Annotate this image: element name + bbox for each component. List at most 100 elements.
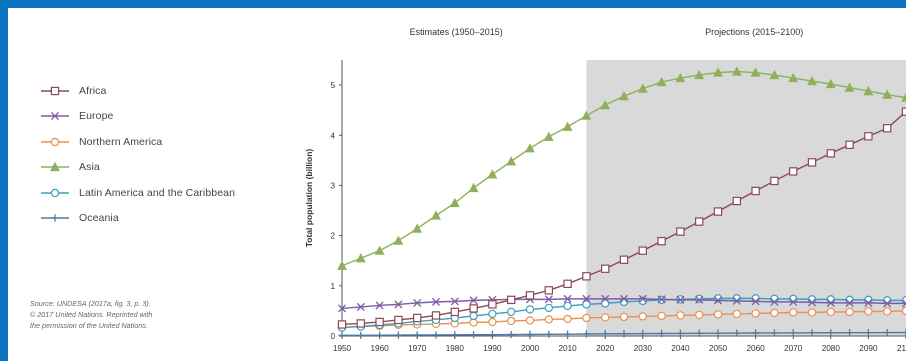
data-point-asia <box>863 85 874 96</box>
data-point-europe <box>807 298 817 307</box>
data-point-europe <box>582 294 591 303</box>
data-point-latin-america-and-the-caribbean <box>488 309 497 319</box>
data-point-asia <box>769 69 780 80</box>
data-point-oceania <box>733 329 741 337</box>
data-point-europe <box>356 302 365 311</box>
data-point-asia <box>600 99 611 110</box>
data-point-latin-america-and-the-caribbean <box>507 307 516 317</box>
data-point-oceania <box>883 328 891 337</box>
data-point-northern-america <box>488 317 497 327</box>
legend-swatch-icon <box>41 137 69 146</box>
period-label-1: Projections (2015–2100) <box>705 27 803 37</box>
x-tick-label: 1990 <box>483 344 502 353</box>
data-point-africa <box>337 320 347 329</box>
data-point-africa <box>507 295 516 305</box>
data-point-oceania <box>827 329 835 337</box>
x-tick-label: 2030 <box>634 344 653 353</box>
legend-swatch-marker <box>50 137 60 146</box>
legend-label: Oceania <box>79 212 119 225</box>
data-point-northern-america <box>563 314 572 324</box>
data-point-africa <box>882 124 892 133</box>
data-point-africa <box>751 186 760 196</box>
data-point-northern-america <box>845 307 854 317</box>
data-point-europe <box>826 298 835 307</box>
data-point-europe <box>864 298 873 307</box>
data-point-africa <box>732 196 742 206</box>
legend-label: Northern America <box>79 135 163 148</box>
data-point-europe <box>450 297 459 306</box>
data-point-europe <box>676 295 685 304</box>
data-point-northern-america <box>713 310 723 319</box>
data-point-northern-america <box>638 312 648 321</box>
legend-swatch-icon <box>41 188 69 197</box>
data-point-europe <box>601 294 610 303</box>
data-point-asia <box>393 235 404 245</box>
data-point-africa <box>826 149 836 158</box>
data-point-europe <box>732 296 741 305</box>
data-point-europe <box>770 297 779 306</box>
data-point-africa <box>638 246 648 255</box>
x-tick-label: 2070 <box>784 344 803 353</box>
legend-swatch-marker <box>50 162 60 172</box>
figure-card: Estimates (1950–2015) Projections (2015–2… <box>8 8 906 361</box>
period-label-0: Estimates (1950–2015) <box>410 27 503 37</box>
data-point-northern-america <box>507 316 516 326</box>
data-point-europe <box>695 295 704 304</box>
data-point-asia <box>619 90 629 101</box>
data-point-oceania <box>526 330 534 339</box>
source-line-2: © 2017 United Nations. Reprinted with <box>30 310 153 319</box>
data-point-africa <box>788 167 798 176</box>
data-point-oceania <box>846 329 854 337</box>
data-point-oceania <box>394 331 402 339</box>
data-point-latin-america-and-the-caribbean <box>525 305 535 314</box>
data-point-latin-america-and-the-caribbean <box>826 295 836 304</box>
data-point-asia <box>750 67 761 77</box>
data-point-asia <box>543 131 554 141</box>
source-line-3: the permission of the United Nations. <box>30 321 148 330</box>
data-point-africa <box>394 315 403 325</box>
legend-label: Europe <box>79 110 114 123</box>
data-point-northern-america <box>582 313 591 323</box>
data-point-oceania <box>507 330 515 339</box>
data-point-africa <box>413 313 422 323</box>
legend-item-oceania: Oceania <box>40 206 280 232</box>
data-point-asia <box>487 169 498 179</box>
population-chart: Estimates (1950–2015) Projections (2015–2… <box>304 27 906 353</box>
data-point-africa <box>845 140 854 150</box>
data-point-northern-america <box>789 308 798 317</box>
legend-item-northern-america: Northern America <box>40 129 280 155</box>
data-point-asia <box>788 72 799 83</box>
legend-label: Asia <box>79 161 100 174</box>
data-point-northern-america <box>751 309 760 318</box>
data-point-northern-america <box>770 308 779 318</box>
data-point-oceania <box>620 330 628 338</box>
data-point-oceania <box>451 331 459 339</box>
series-oceania <box>338 328 906 339</box>
legend-label: Latin America and the Caribbean <box>79 186 236 199</box>
data-point-oceania <box>658 329 666 338</box>
data-point-oceania <box>413 331 421 339</box>
data-point-africa <box>525 291 535 300</box>
legend-item-latin-america-and-the-caribbean: Latin America and the Caribbean <box>40 180 280 206</box>
data-point-northern-america <box>864 307 873 316</box>
data-point-asia <box>882 89 893 99</box>
series-asia <box>337 66 906 270</box>
data-point-latin-america-and-the-caribbean <box>563 301 572 311</box>
data-point-asia <box>337 260 347 270</box>
x-tick-label: 1970 <box>408 344 427 353</box>
data-point-northern-america <box>807 308 817 317</box>
data-point-europe <box>789 297 798 306</box>
data-point-africa <box>713 207 723 216</box>
x-tick-label: 1950 <box>333 344 352 353</box>
legend-swatch-icon <box>41 86 69 95</box>
data-point-northern-america <box>525 316 535 325</box>
data-point-asia <box>656 76 667 87</box>
data-point-asia <box>901 92 906 102</box>
data-point-northern-america <box>695 310 704 320</box>
data-point-europe <box>413 298 422 307</box>
data-point-europe <box>713 296 723 305</box>
data-point-europe <box>845 298 854 307</box>
data-point-asia <box>844 82 855 92</box>
legend-item-africa: Africa <box>40 78 280 104</box>
data-point-africa <box>676 227 685 236</box>
